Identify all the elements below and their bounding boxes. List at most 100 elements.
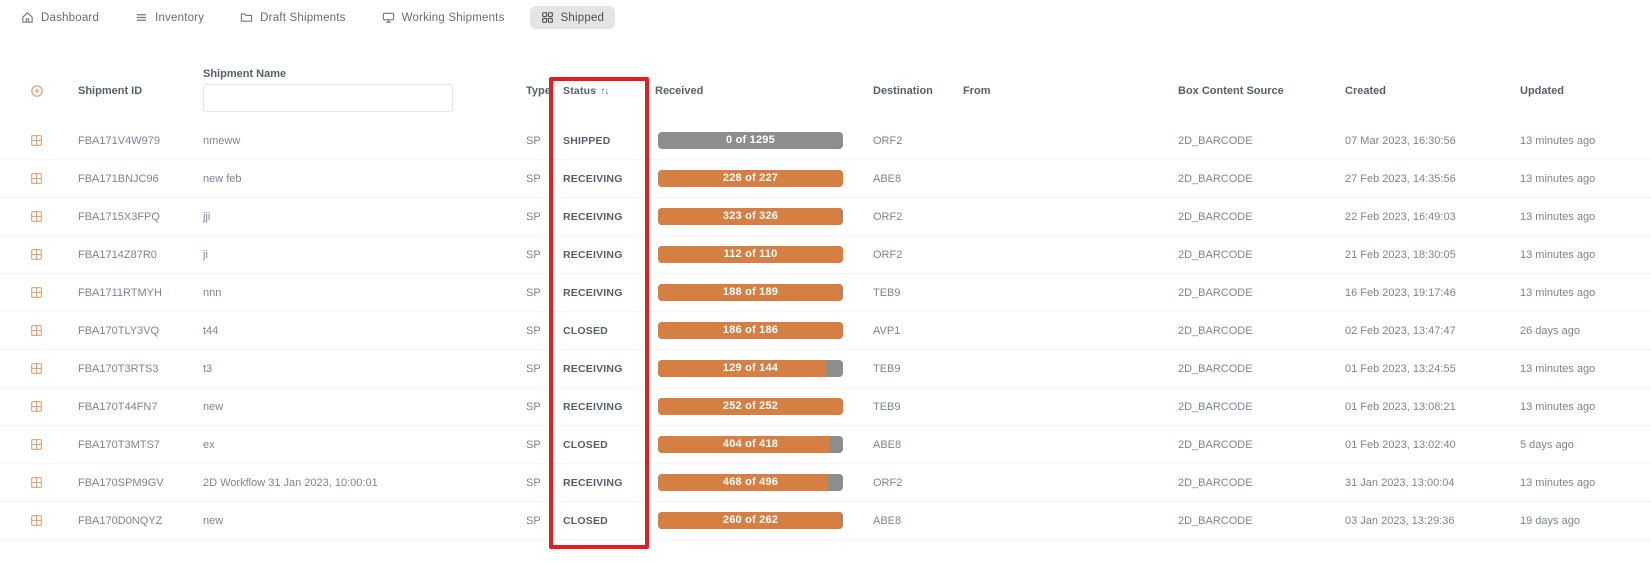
- column-header-created[interactable]: Created: [1345, 85, 1386, 97]
- table-row[interactable]: FBA170T3RTS3 t3 SP RECEIVING 129 of 144 …: [0, 350, 1651, 388]
- received-progress-label: 0 of 1295: [726, 134, 775, 146]
- destination-value: TEB9: [873, 362, 901, 375]
- column-header-from[interactable]: From: [963, 85, 991, 97]
- row-icon-cell: [0, 134, 78, 147]
- type-value: SP: [526, 514, 541, 527]
- received-progress-fill: [658, 398, 843, 415]
- table-row[interactable]: FBA1711RTMYH nnn SP RECEIVING 188 of 189…: [0, 274, 1651, 312]
- box-content-source-value: 2D_BARCODE: [1178, 400, 1253, 413]
- shipment-id-value[interactable]: FBA1714Z87R0: [78, 248, 157, 261]
- nav-item-inventory[interactable]: Inventory: [124, 6, 215, 29]
- received-cell: 468 of 496: [655, 474, 873, 491]
- column-header-type[interactable]: Type: [526, 85, 551, 97]
- received-cell: 260 of 262: [655, 512, 873, 529]
- shipment-id-value[interactable]: FBA1711RTMYH: [78, 286, 162, 299]
- nav-item-shipped[interactable]: Shipped: [529, 6, 616, 29]
- received-progress-fill: [658, 170, 843, 187]
- shipment-id-value[interactable]: FBA170D0NQYZ: [78, 514, 163, 527]
- status-value: RECEIVING: [563, 210, 623, 223]
- nav-item-working-shipments[interactable]: Working Shipments: [371, 6, 516, 29]
- table-body: FBA171V4W979 nmeww SP SHIPPED 0 of 1295 …: [0, 122, 1651, 540]
- shipment-grid-icon[interactable]: [30, 400, 43, 413]
- shipment-id-value[interactable]: FBA170T44FN7: [78, 400, 158, 413]
- shipment-grid-icon[interactable]: [30, 514, 43, 527]
- shipment-name-value: new feb: [203, 172, 242, 185]
- column-header-received[interactable]: Received: [655, 85, 704, 97]
- status-value: RECEIVING: [563, 476, 623, 489]
- nav-item-draft-shipments[interactable]: Draft Shipments: [229, 6, 356, 29]
- column-header-shipment-id[interactable]: Shipment ID: [78, 85, 143, 97]
- box-content-source-value: 2D_BARCODE: [1178, 476, 1253, 489]
- created-value: 21 Feb 2023, 18:30:05: [1345, 248, 1456, 261]
- shipment-id-value[interactable]: FBA171V4W979: [78, 134, 160, 147]
- shipment-grid-icon[interactable]: [30, 210, 43, 223]
- shipment-grid-icon[interactable]: [30, 172, 43, 185]
- shipment-id-value[interactable]: FBA170SPM9GV: [78, 476, 164, 489]
- shipment-grid-icon[interactable]: [30, 134, 43, 147]
- shipment-grid-icon[interactable]: [30, 324, 43, 337]
- destination-value: ABE8: [873, 438, 902, 451]
- destination-value: ORF2: [873, 134, 903, 147]
- received-progress-fill: [658, 322, 843, 339]
- created-value: 01 Feb 2023, 13:08:21: [1345, 400, 1456, 413]
- shipment-grid-icon[interactable]: [30, 438, 43, 451]
- column-header-updated[interactable]: Updated: [1520, 85, 1564, 97]
- destination-value: AVP1: [873, 324, 901, 337]
- shipment-id-value[interactable]: FBA171BNJC96: [78, 172, 159, 185]
- received-progress-fill: [658, 284, 842, 301]
- type-value: SP: [526, 172, 541, 185]
- received-progress-fill: [658, 512, 842, 529]
- column-header-destination[interactable]: Destination: [873, 85, 933, 97]
- shipment-name-filter-input[interactable]: [203, 84, 453, 112]
- shipment-grid-icon[interactable]: [30, 362, 43, 375]
- received-progress-label: 260 of 262: [722, 514, 779, 526]
- table-row[interactable]: FBA170TLY3VQ t44 SP CLOSED 186 of 186 AV…: [0, 312, 1651, 350]
- shipment-grid-icon[interactable]: [30, 248, 43, 261]
- destination-value: ABE8: [873, 172, 902, 185]
- received-progress-bar: 188 of 189: [658, 284, 843, 301]
- type-value: SP: [526, 476, 541, 489]
- destination-value: TEB9: [873, 400, 901, 413]
- table-row[interactable]: FBA1715X3FPQ jji SP RECEIVING 323 of 326…: [0, 198, 1651, 236]
- table-row[interactable]: FBA171BNJC96 new feb SP RECEIVING 228 of…: [0, 160, 1651, 198]
- shipments-table: Shipment ID Shipment Name Type Status ↑↓ …: [0, 60, 1651, 540]
- type-value: SP: [526, 210, 541, 223]
- created-value: 07 Mar 2023, 16:30:56: [1345, 134, 1456, 147]
- shipment-id-value[interactable]: FBA170T3MTS7: [78, 438, 160, 451]
- received-progress-label: 404 of 418: [722, 438, 779, 450]
- nav-item-dashboard[interactable]: Dashboard: [10, 6, 110, 29]
- column-header-box-content-source[interactable]: Box Content Source: [1178, 85, 1284, 97]
- received-cell: 228 of 227: [655, 170, 873, 187]
- table-row[interactable]: FBA170SPM9GV 2D Workflow 31 Jan 2023, 10…: [0, 464, 1651, 502]
- type-value: SP: [526, 324, 541, 337]
- header-icon-cell: [0, 84, 78, 98]
- table-row[interactable]: FBA170T44FN7 new SP RECEIVING 252 of 252…: [0, 388, 1651, 426]
- monitor-icon: [382, 12, 394, 23]
- shipment-grid-icon[interactable]: [30, 476, 43, 489]
- updated-value: 13 minutes ago: [1520, 248, 1596, 261]
- destination-value: TEB9: [873, 286, 901, 299]
- received-progress-bar: 260 of 262: [658, 512, 843, 529]
- table-row[interactable]: FBA171V4W979 nmeww SP SHIPPED 0 of 1295 …: [0, 122, 1651, 160]
- shipment-id-value[interactable]: FBA170T3RTS3: [78, 362, 159, 375]
- box-content-source-value: 2D_BARCODE: [1178, 514, 1253, 527]
- shipment-name-value: nmeww: [203, 134, 241, 147]
- sync-icon[interactable]: [30, 84, 44, 98]
- received-progress-fill: [658, 436, 831, 453]
- updated-value: 13 minutes ago: [1520, 210, 1596, 223]
- table-row[interactable]: FBA170D0NQYZ new SP CLOSED 260 of 262 AB…: [0, 502, 1651, 540]
- updated-value: 13 minutes ago: [1520, 476, 1596, 489]
- shipment-grid-icon[interactable]: [30, 286, 43, 299]
- sort-icon[interactable]: ↑↓: [600, 86, 609, 97]
- column-header-status[interactable]: Status ↑↓: [563, 85, 609, 97]
- table-row[interactable]: FBA1714Z87R0 ji SP RECEIVING 112 of 110 …: [0, 236, 1651, 274]
- nav-item-label: Draft Shipments: [260, 11, 346, 24]
- shipment-id-value[interactable]: FBA170TLY3VQ: [78, 324, 160, 337]
- box-content-source-value: 2D_BARCODE: [1178, 210, 1253, 223]
- column-header-shipment-name[interactable]: Shipment Name: [203, 68, 287, 80]
- received-progress-fill: [658, 360, 825, 377]
- shipment-id-value[interactable]: FBA1715X3FPQ: [78, 210, 160, 223]
- created-value: 16 Feb 2023, 19:17:46: [1345, 286, 1456, 299]
- received-progress-bar: 252 of 252: [658, 398, 843, 415]
- table-row[interactable]: FBA170T3MTS7 ex SP CLOSED 404 of 418 ABE…: [0, 426, 1651, 464]
